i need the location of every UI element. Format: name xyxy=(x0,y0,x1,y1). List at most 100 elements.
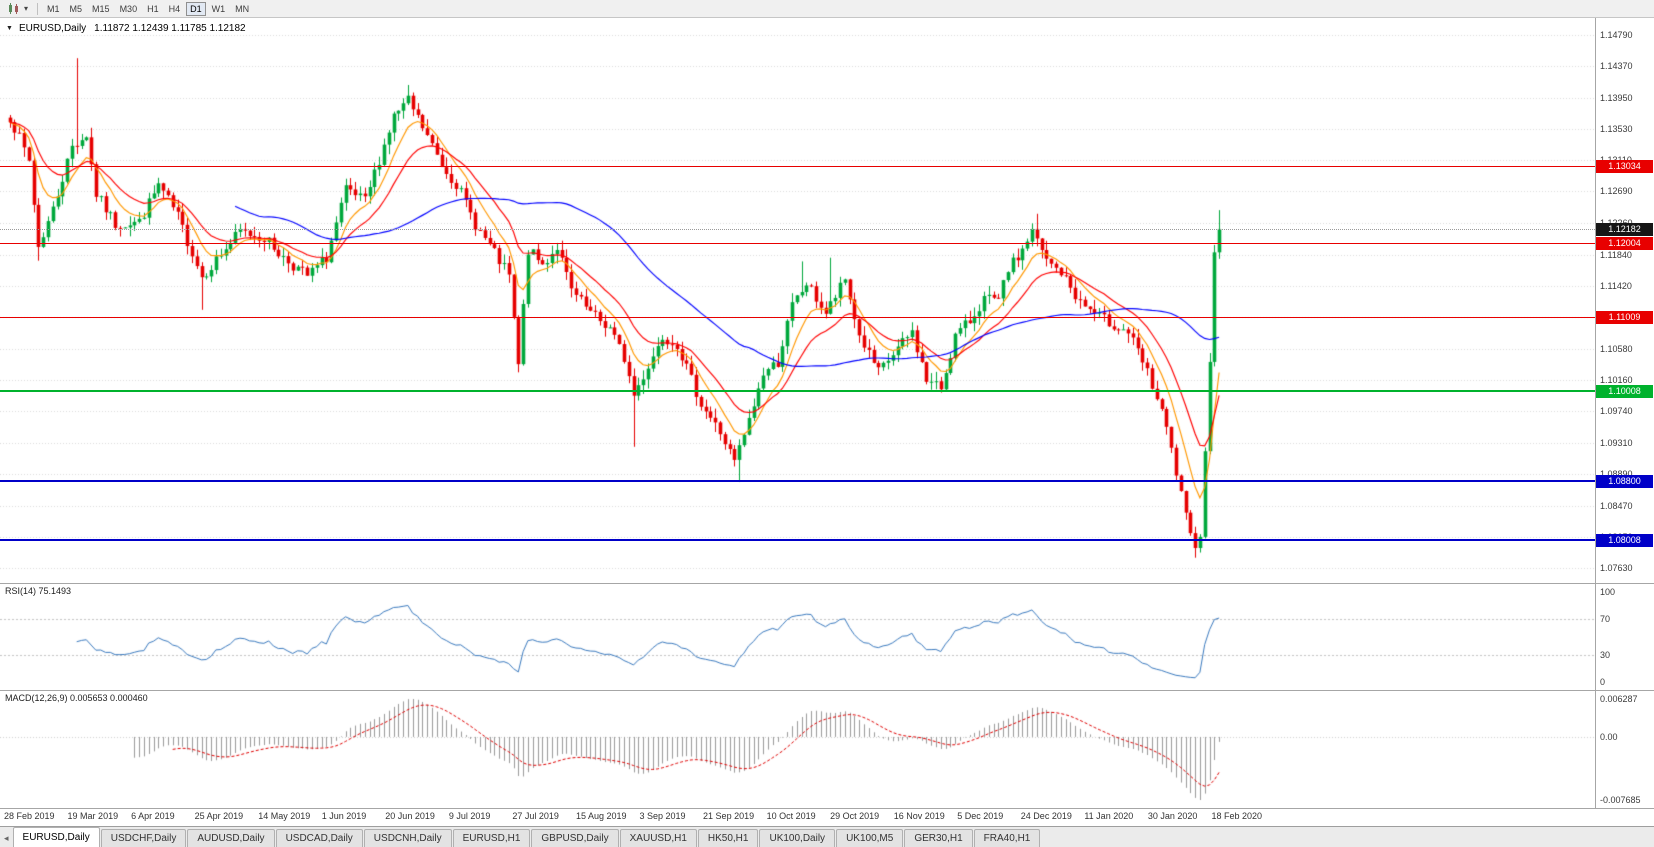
date-axis-label: 21 Sep 2019 xyxy=(703,811,755,821)
tab-uk100-m5[interactable]: UK100,M5 xyxy=(836,829,904,847)
tab-fra40-h1[interactable]: FRA40,H1 xyxy=(973,829,1041,847)
date-axis-label: 30 Jan 2020 xyxy=(1147,811,1198,821)
timeframe-button-h1[interactable]: H1 xyxy=(147,3,159,14)
horizontal-level-line[interactable] xyxy=(0,316,1595,318)
rsi-scale-label: 0 xyxy=(1600,677,1606,687)
tab-scroll-left-icon[interactable]: ◂ xyxy=(4,833,9,843)
date-axis-label: 11 Jan 2020 xyxy=(1084,811,1134,821)
rsi-scale-label: 30 xyxy=(1600,650,1611,660)
price-axis-label: 1.08890 xyxy=(1600,469,1652,479)
tab-gbpusd-daily[interactable]: GBPUSD,Daily xyxy=(531,829,619,847)
price-level-badge: 1.13034 xyxy=(1596,159,1653,173)
price-axis-label: 1.14370 xyxy=(1600,61,1633,72)
tab-hk50-h1[interactable]: HK50,H1 xyxy=(697,829,759,847)
current-price-line xyxy=(0,229,1595,231)
timeframe-button-h4[interactable]: H4 xyxy=(168,3,181,14)
tab-ger30-h1[interactable]: GER30,H1 xyxy=(904,829,973,847)
tab-eurusd-h1[interactable]: EURUSD,H1 xyxy=(452,829,531,847)
date-axis-label: 15 Aug 2019 xyxy=(575,811,627,821)
price-axis-border xyxy=(1595,18,1596,808)
chart-title: ▼ EURUSD,Daily 1.11872 1.12439 1.11785 1… xyxy=(6,23,246,34)
chart-type-icon[interactable] xyxy=(4,2,24,16)
tab-xauusd-h1[interactable]: XAUUSD,H1 xyxy=(619,829,697,847)
tab-eurusd-daily[interactable]: EURUSD,Daily xyxy=(12,827,100,847)
date-axis-label: 24 Dec 2019 xyxy=(1020,811,1072,821)
rsi-canvas[interactable] xyxy=(0,584,1595,690)
timeframe-button-m5[interactable]: M5 xyxy=(69,3,83,14)
horizontal-level-line[interactable] xyxy=(0,390,1595,393)
date-axis-label: 1 Jun 2019 xyxy=(321,811,367,821)
one-click-trading-arrow-icon[interactable]: ▼ xyxy=(6,25,13,32)
tab-usdcnh-daily[interactable]: USDCNH,Daily xyxy=(363,829,452,847)
macd-scale-label: 0.006287 xyxy=(1600,694,1638,704)
date-axis-label: 10 Oct 2019 xyxy=(766,811,816,821)
macd-scale-label: -0.007685 xyxy=(1600,795,1641,805)
date-axis-label: 29 Oct 2019 xyxy=(830,811,880,821)
timeframe-button-m1[interactable]: M1 xyxy=(47,3,60,14)
price-axis-label: 1.13530 xyxy=(1600,123,1633,134)
date-axis-label: 18 Feb 2020 xyxy=(1211,811,1262,821)
toolbar-separator xyxy=(37,2,39,15)
tab-usdcad-daily[interactable]: USDCAD,Daily xyxy=(275,829,363,847)
chart-ohlc-values: 1.11872 1.12439 1.11785 1.12182 xyxy=(94,23,246,34)
chart-tab-bar: ◂ EURUSD,Daily USDCHF,Daily AUDUSD,Daily US… xyxy=(0,826,1654,847)
timeframe-toolbar: M1 M5 M15 M30 H1 H4 D1 W1 MN xyxy=(43,1,253,16)
tabs: EURUSD,Daily USDCHF,Daily AUDUSD,Daily USDC… xyxy=(12,827,1042,847)
price-axis-label: 1.08470 xyxy=(1600,500,1633,511)
date-axis-label: 19 Mar 2019 xyxy=(67,811,119,821)
timeframe-button-m30[interactable]: M30 xyxy=(119,3,138,14)
date-axis-label: 5 Dec 2019 xyxy=(957,811,1004,821)
timeframe-button-mn[interactable]: MN xyxy=(235,3,250,14)
price-chart-canvas[interactable] xyxy=(0,18,1595,583)
horizontal-level-line[interactable] xyxy=(0,242,1595,244)
tab-audusd-daily[interactable]: AUDUSD,Daily xyxy=(187,829,275,847)
horizontal-level-line[interactable] xyxy=(0,480,1595,483)
price-level-badge: 1.12004 xyxy=(1596,236,1653,250)
price-level-badge: 1.10008 xyxy=(1596,385,1653,399)
price-level-badge: 1.08008 xyxy=(1596,533,1653,547)
date-axis-label: 14 May 2019 xyxy=(258,811,311,821)
macd-indicator-label: MACD(12,26,9) 0.005653 0.000460 xyxy=(5,693,148,703)
rsi-scale-label: 70 xyxy=(1600,614,1611,624)
rsi-scale-label: 100 xyxy=(1600,587,1616,597)
price-level-badge: 1.08800 xyxy=(1596,475,1653,489)
horizontal-level-line[interactable] xyxy=(0,165,1595,167)
chart-symbol: EURUSD,Daily xyxy=(18,23,87,34)
pane-resize-handle[interactable] xyxy=(0,690,1654,691)
date-axis-label: 3 Sep 2019 xyxy=(639,811,686,821)
date-axis-label: 6 Apr 2019 xyxy=(131,811,175,821)
price-axis-label: 1.09310 xyxy=(1600,438,1633,449)
date-axis-label: 28 Feb 2019 xyxy=(4,811,55,821)
price-axis-label: 1.10160 xyxy=(1600,374,1633,385)
current-price-badge: 1.12182 xyxy=(1596,223,1653,237)
date-axis-label: 16 Nov 2019 xyxy=(893,811,945,821)
macd-scale-label: 0.00 xyxy=(1600,731,1618,742)
price-axis-label: 1.14790 xyxy=(1600,30,1633,41)
price-axis-label: 1.12690 xyxy=(1600,186,1633,197)
pane-resize-handle[interactable] xyxy=(0,808,1654,809)
date-axis-label: 27 Jul 2019 xyxy=(512,811,559,821)
rsi-indicator-label: RSI(14) 75.1493 xyxy=(5,586,72,596)
date-axis-label: 9 Jul 2019 xyxy=(448,811,491,821)
dropdown-caret-icon[interactable]: ▾ xyxy=(24,4,29,13)
date-axis-label: 20 Jun 2019 xyxy=(385,811,435,821)
toolbar: ▾ M1 M5 M15 M30 H1 H4 D1 W1 MN xyxy=(0,0,1654,18)
price-level-badge: 1.11009 xyxy=(1596,310,1653,324)
tab-uk100-daily[interactable]: UK100,Daily xyxy=(759,829,836,847)
price-axis-label: 1.10580 xyxy=(1600,343,1633,354)
price-axis-label: 1.11840 xyxy=(1600,249,1632,260)
horizontal-level-line[interactable] xyxy=(0,538,1595,541)
pane-resize-handle[interactable] xyxy=(0,583,1654,584)
timeframe-button-d1[interactable]: D1 xyxy=(186,1,206,16)
tab-usdchf-daily[interactable]: USDCHF,Daily xyxy=(100,829,187,847)
price-axis-label: 1.13950 xyxy=(1600,92,1633,103)
timeframe-button-m15[interactable]: M15 xyxy=(92,3,110,14)
timeframe-button-w1[interactable]: W1 xyxy=(211,3,226,14)
macd-canvas[interactable] xyxy=(0,691,1595,808)
price-axis-label: 1.07630 xyxy=(1600,563,1633,574)
price-axis-label: 1.09740 xyxy=(1600,406,1633,417)
date-axis-label: 25 Apr 2019 xyxy=(194,811,244,821)
price-axis-label: 1.11420 xyxy=(1600,280,1632,291)
